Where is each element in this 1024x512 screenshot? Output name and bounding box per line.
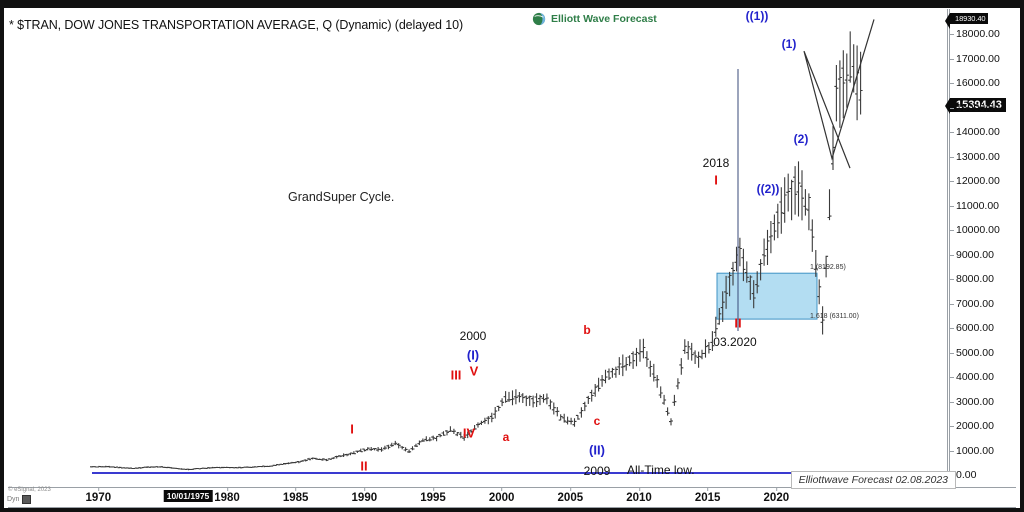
last-badge-arrow	[945, 98, 950, 114]
date-cursor-badge: 10/01/1975	[163, 490, 213, 502]
window-right-edge	[1020, 0, 1024, 512]
date-tick: 2020	[763, 487, 790, 504]
price-tick: 7000.00	[950, 297, 994, 310]
date-tick: 1995	[420, 487, 446, 504]
all-time-low-note: All-Time low.	[627, 463, 695, 477]
date-tick: 2015	[694, 487, 721, 504]
chart-title: * $TRAN, DOW JONES TRANSPORTATION AVERAG…	[9, 18, 464, 32]
date-tick: 2005	[557, 487, 584, 504]
dyn-label: Dyn	[7, 496, 20, 503]
price-axis[interactable]: 18930.40 15394.43 18000.00 17000.00 16000.…	[945, 9, 1016, 486]
price-series-canvas	[90, 19, 948, 474]
price-tick: 12000.00	[950, 175, 1000, 187]
fib-projection-box	[716, 272, 818, 320]
price-tick: 11000.00	[949, 199, 1000, 212]
price-tick: 2000.00	[950, 420, 994, 432]
brand-logo: Elliott Wave Forecast	[532, 12, 657, 26]
price-tick: 10000.00	[950, 224, 1000, 236]
fib-lower-label: 1.618 (6311.00)	[810, 313, 859, 320]
price-tick: 15000.00	[950, 101, 1000, 114]
window-bottom-edge	[0, 508, 1024, 512]
last-price-badge: 15394.43	[945, 98, 1006, 114]
price-tick: 3000.00	[950, 395, 994, 408]
price-tick: 18000.00	[950, 28, 1000, 40]
fib-upper-label: 1 (8192.85)	[810, 264, 846, 271]
price-tick: 8000.00	[950, 273, 994, 285]
date-tick: 2010	[626, 487, 652, 504]
ohlc-bar-path	[90, 31, 863, 471]
window-top-bar	[0, 0, 1024, 8]
ohlc-bar-path-over-box	[717, 161, 818, 325]
top-badge-arrow	[945, 13, 950, 29]
dyn-icon[interactable]	[22, 495, 32, 504]
price-tick: 4000.00	[950, 371, 994, 383]
date-tick: 2000	[488, 487, 515, 504]
price-tick: 13000.00	[950, 150, 1000, 163]
ohlc-bars-overlay	[717, 161, 818, 325]
price-plot-area[interactable]	[8, 9, 948, 486]
price-tick: 6000.00	[950, 322, 994, 334]
price-tick: 14000.00	[950, 126, 1000, 138]
date-tick: 1980	[214, 487, 240, 504]
price-tick: 0.00	[949, 469, 977, 481]
brand-logo-text: Elliott Wave Forecast	[551, 13, 657, 25]
globe-swirl-icon	[532, 12, 546, 26]
price-tick: 9000.00	[950, 248, 994, 261]
window-left-edge	[0, 0, 4, 512]
wave-projection-path	[803, 19, 875, 169]
date-axis[interactable]: 1970 1980 1985 1990 1995 2000 2005 2010 2015 2020…	[8, 487, 1016, 508]
price-tick: 1000.00	[950, 444, 994, 457]
forecast-watermark: Elliottwave Forecast 02.08.2023	[790, 471, 956, 489]
price-axis-top-badge: 18930.40	[945, 13, 989, 29]
date-tick: 1990	[351, 487, 378, 504]
price-tick: 17000.00	[950, 52, 1000, 65]
dyn-mode-indicator[interactable]: Dyn	[7, 495, 32, 504]
esignal-copyright: © eSignal, 2023	[8, 487, 51, 493]
date-tick: 1985	[282, 487, 309, 504]
price-tick: 16000.00	[950, 77, 1000, 89]
date-tick: 1970	[85, 487, 112, 504]
grandsuper-cycle-note: GrandSuper Cycle.	[288, 190, 395, 204]
price-tick: 5000.00	[950, 346, 994, 359]
ohlc-bars	[90, 31, 863, 471]
